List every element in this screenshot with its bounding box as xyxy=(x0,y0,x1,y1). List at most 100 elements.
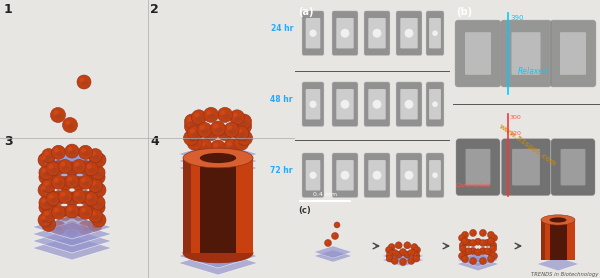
Circle shape xyxy=(476,250,478,252)
Circle shape xyxy=(335,223,337,225)
FancyBboxPatch shape xyxy=(429,89,441,120)
Ellipse shape xyxy=(50,210,57,215)
Ellipse shape xyxy=(69,228,76,233)
Ellipse shape xyxy=(237,135,248,139)
Ellipse shape xyxy=(227,132,238,135)
Circle shape xyxy=(194,126,199,131)
Circle shape xyxy=(61,192,65,197)
Circle shape xyxy=(191,110,206,125)
Circle shape xyxy=(54,178,59,183)
Ellipse shape xyxy=(196,130,203,135)
Circle shape xyxy=(94,203,98,208)
Ellipse shape xyxy=(222,132,229,137)
Ellipse shape xyxy=(207,117,217,120)
Circle shape xyxy=(39,170,53,184)
Circle shape xyxy=(38,153,52,167)
Circle shape xyxy=(79,175,92,189)
Bar xyxy=(541,220,575,260)
Ellipse shape xyxy=(96,159,103,164)
FancyBboxPatch shape xyxy=(302,153,324,198)
FancyBboxPatch shape xyxy=(396,11,422,56)
Circle shape xyxy=(86,194,92,199)
Text: 4: 4 xyxy=(150,135,159,148)
Ellipse shape xyxy=(43,176,50,181)
Circle shape xyxy=(412,245,415,247)
Circle shape xyxy=(197,139,212,154)
Ellipse shape xyxy=(81,81,88,86)
Circle shape xyxy=(230,123,245,138)
Circle shape xyxy=(54,148,59,153)
Circle shape xyxy=(387,248,389,250)
Circle shape xyxy=(373,171,382,180)
Circle shape xyxy=(404,171,413,180)
Circle shape xyxy=(393,259,395,261)
Ellipse shape xyxy=(233,133,244,136)
Ellipse shape xyxy=(82,184,91,188)
Ellipse shape xyxy=(88,210,95,215)
Ellipse shape xyxy=(42,189,49,194)
Ellipse shape xyxy=(56,151,63,156)
Ellipse shape xyxy=(234,116,242,121)
Circle shape xyxy=(432,30,438,36)
Ellipse shape xyxy=(83,181,90,186)
FancyBboxPatch shape xyxy=(306,89,320,120)
Ellipse shape xyxy=(92,163,100,168)
Ellipse shape xyxy=(82,170,91,173)
Ellipse shape xyxy=(42,219,49,224)
Circle shape xyxy=(68,165,73,169)
Circle shape xyxy=(88,217,103,232)
Ellipse shape xyxy=(75,198,85,202)
FancyBboxPatch shape xyxy=(332,11,358,56)
Circle shape xyxy=(388,257,390,259)
Bar xyxy=(183,158,253,253)
Circle shape xyxy=(475,238,482,245)
Circle shape xyxy=(94,173,98,178)
Circle shape xyxy=(86,164,92,169)
Text: 72 hr: 72 hr xyxy=(271,166,293,175)
Circle shape xyxy=(44,211,49,216)
Ellipse shape xyxy=(42,204,52,208)
Circle shape xyxy=(72,207,86,221)
Ellipse shape xyxy=(55,184,64,188)
Circle shape xyxy=(211,121,226,136)
Ellipse shape xyxy=(56,211,63,216)
Circle shape xyxy=(220,128,226,134)
Ellipse shape xyxy=(92,155,100,159)
Circle shape xyxy=(41,156,46,160)
Circle shape xyxy=(461,249,469,256)
Circle shape xyxy=(58,189,72,203)
Circle shape xyxy=(391,250,398,257)
Circle shape xyxy=(91,181,96,186)
Ellipse shape xyxy=(69,168,76,173)
Circle shape xyxy=(481,259,483,261)
Circle shape xyxy=(41,216,46,220)
Circle shape xyxy=(49,207,53,212)
Circle shape xyxy=(46,162,60,176)
Circle shape xyxy=(203,107,218,122)
Circle shape xyxy=(79,145,92,159)
FancyBboxPatch shape xyxy=(426,11,444,56)
Circle shape xyxy=(475,249,482,256)
Polygon shape xyxy=(32,222,112,246)
Circle shape xyxy=(49,177,53,182)
Circle shape xyxy=(489,257,491,259)
Circle shape xyxy=(184,114,199,129)
Ellipse shape xyxy=(94,209,104,213)
Ellipse shape xyxy=(68,183,78,186)
Ellipse shape xyxy=(83,167,90,172)
Ellipse shape xyxy=(68,201,78,204)
Circle shape xyxy=(91,151,96,156)
Ellipse shape xyxy=(68,171,78,174)
Circle shape xyxy=(234,126,249,141)
Ellipse shape xyxy=(56,181,63,186)
Circle shape xyxy=(240,133,245,138)
Circle shape xyxy=(476,240,478,242)
Circle shape xyxy=(54,223,59,228)
FancyBboxPatch shape xyxy=(560,32,586,75)
Polygon shape xyxy=(32,215,112,239)
Ellipse shape xyxy=(55,154,64,158)
FancyBboxPatch shape xyxy=(396,82,422,126)
Ellipse shape xyxy=(42,174,52,178)
Circle shape xyxy=(341,100,349,109)
Circle shape xyxy=(62,118,77,133)
